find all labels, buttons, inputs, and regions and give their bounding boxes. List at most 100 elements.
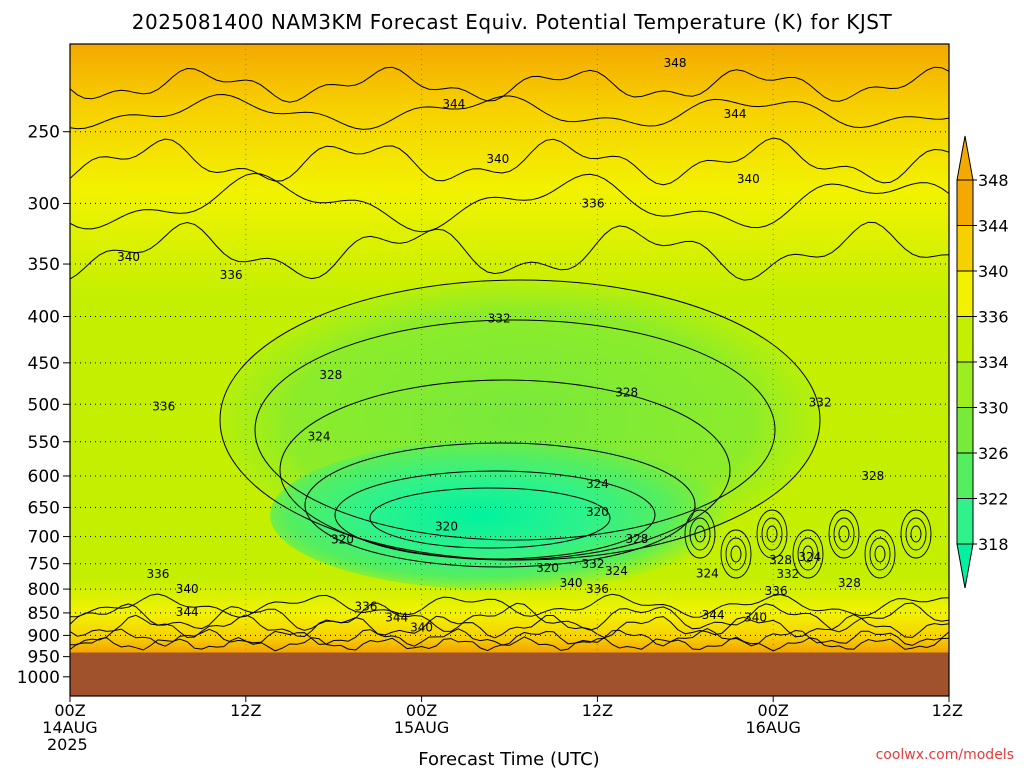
pressure-axis: 2503003504004505005506006507007508008509…: [17, 123, 70, 688]
contour-line: [869, 537, 891, 571]
contour-line: [70, 93, 949, 130]
contour-label: 340: [410, 620, 433, 634]
contour-line: [864, 529, 896, 579]
plot-area: 3483443443403403363403363323363283283323…: [70, 44, 949, 696]
x-tick-label: 00Z: [54, 701, 85, 720]
colorbar: 318 322 326 330 334 336 340 344 348: [956, 135, 1009, 589]
colorbar-label: 334: [978, 353, 1009, 372]
contour-line: [802, 545, 814, 563]
contour-line: [761, 517, 783, 551]
y-tick-label: 850: [28, 604, 60, 624]
contour-label: 336: [146, 567, 169, 581]
contour-line: [833, 517, 855, 551]
contour-label: 328: [626, 532, 649, 546]
contour-line: [70, 137, 949, 186]
colorbar-swatch: [956, 316, 974, 363]
contour-label: 336: [582, 196, 605, 210]
contour-label: 324: [696, 567, 719, 581]
contour-line: [254, 319, 776, 541]
contour-label: 344: [176, 605, 199, 619]
x-tick-label: 16AUG: [745, 718, 800, 737]
contour-line: [689, 517, 711, 551]
y-tick-label: 400: [28, 308, 60, 328]
contour-label: 340: [744, 611, 767, 625]
contour-label: 340: [560, 576, 583, 590]
colorbar-swatch: [956, 179, 974, 226]
colorbar-swatch: [956, 270, 974, 317]
contour-line: [905, 517, 927, 551]
colorbar-label: 318: [978, 535, 1009, 554]
contour-line: [730, 545, 742, 563]
x-tick-label: 2025: [47, 735, 88, 754]
contour-line: [874, 545, 886, 563]
y-tick-label: 750: [28, 555, 60, 575]
contour-label: 340: [117, 250, 140, 264]
y-tick-label: 900: [28, 626, 60, 646]
colorbar-label: 340: [978, 262, 1009, 281]
contour-line: [720, 529, 752, 579]
chart-title: 2025081400 NAM3KM Forecast Equiv. Potent…: [132, 10, 893, 34]
contour-label: 320: [435, 519, 458, 533]
contour-label: 336: [354, 599, 377, 613]
contour-line: [766, 525, 778, 543]
contour-line: [900, 509, 932, 559]
colorbar-swatch: [956, 225, 974, 272]
contour-label: 344: [442, 97, 465, 111]
contour-label: 336: [586, 582, 609, 596]
contour-label: 324: [605, 564, 628, 578]
contour-line: [70, 66, 949, 103]
grid-lines: [70, 44, 949, 696]
x-tick-label: 12Z: [582, 701, 613, 720]
contour-label: 340: [737, 172, 760, 186]
contour-label: 340: [176, 582, 199, 596]
colorbar-swatch: [956, 407, 974, 454]
contour-line: [792, 529, 824, 579]
contour-label: 340: [486, 152, 509, 166]
colorbar-label: 330: [978, 399, 1009, 418]
y-tick-label: 250: [28, 123, 60, 143]
contour-labels: 3483443443403403363403363323363283283323…: [117, 56, 884, 634]
contour-line: [797, 537, 819, 571]
colorbar-swatch: [956, 361, 974, 408]
contour-label: 336: [152, 400, 175, 414]
colorbar-max-arrow: [956, 135, 974, 181]
contour-line: [725, 537, 747, 571]
colorbar-label: 344: [978, 217, 1009, 236]
x-tick-label: 12Z: [230, 701, 261, 720]
y-tick-label: 950: [28, 648, 60, 668]
contour-line: [838, 525, 850, 543]
contour-label: 332: [809, 396, 832, 410]
contour-label: 328: [769, 553, 792, 567]
y-tick-label: 550: [28, 433, 60, 453]
contour-line: [70, 221, 949, 281]
contour-line: [70, 614, 949, 639]
y-tick-label: 650: [28, 498, 60, 518]
contour-line: [369, 487, 611, 549]
contour-line: [756, 509, 788, 559]
colorbar-label: 322: [978, 490, 1009, 509]
contour-label: 332: [488, 312, 511, 326]
x-tick-label: 12Z: [932, 701, 963, 720]
below-ground-mask: [70, 652, 949, 696]
contour-label: 324: [308, 430, 331, 444]
colorbar-swatch: [956, 498, 974, 545]
contour-label: 328: [838, 576, 861, 590]
contour-label: 344: [702, 608, 725, 622]
contour-label: 344: [385, 611, 408, 625]
contour-line: [828, 509, 860, 559]
y-tick-label: 700: [28, 528, 60, 548]
theta-contours: [70, 66, 949, 652]
y-tick-label: 1000: [17, 668, 60, 688]
contour-line: [684, 509, 716, 559]
x-axis-label: Forecast Time (UTC): [418, 749, 599, 768]
y-tick-label: 300: [28, 194, 60, 214]
credit-text: coolwx.com/models: [876, 747, 1014, 763]
contour-label: 324: [586, 477, 609, 491]
contour-label: 328: [319, 368, 342, 382]
contour-label: 320: [331, 532, 354, 546]
y-tick-label: 450: [28, 354, 60, 374]
contour-label: 336: [220, 268, 243, 282]
contour-label: 336: [765, 584, 788, 598]
contour-line: [334, 470, 656, 560]
